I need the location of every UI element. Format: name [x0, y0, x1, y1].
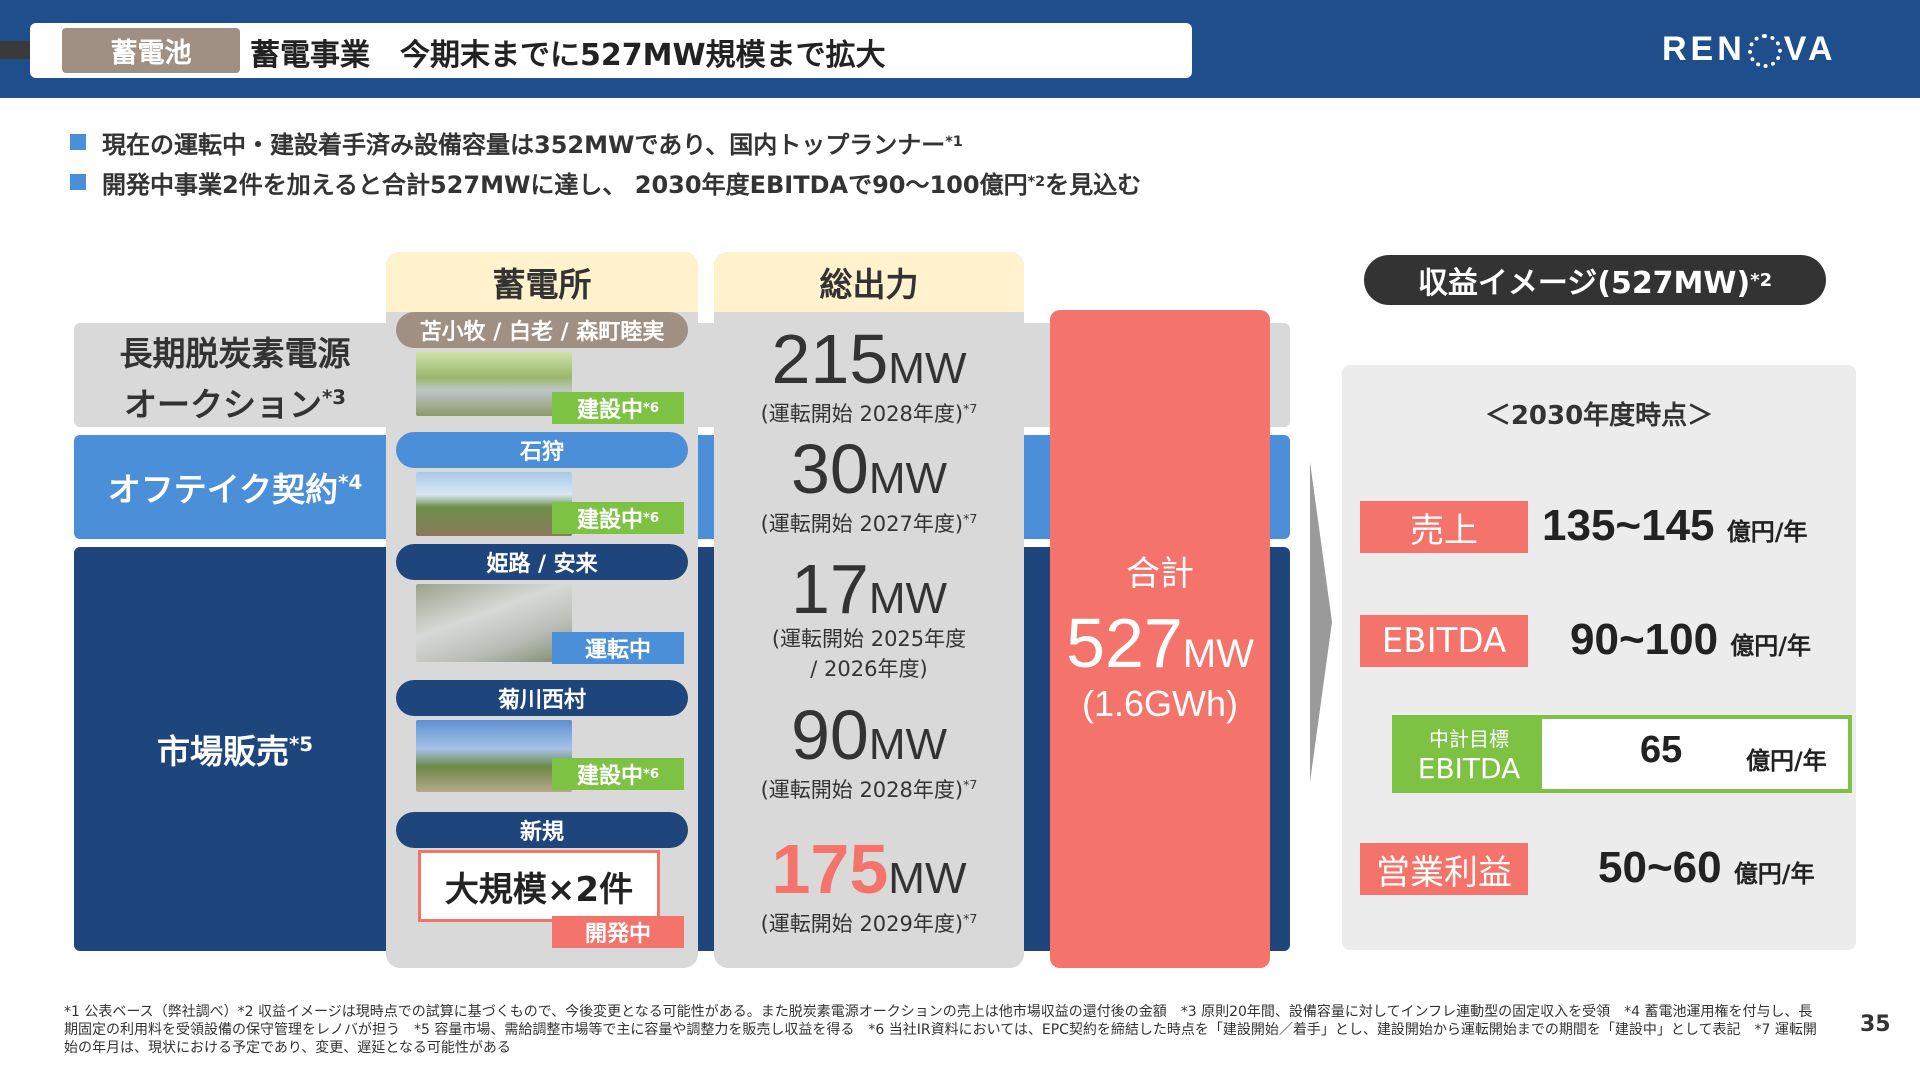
renova-logo: REN VA — [1662, 30, 1837, 69]
value-operating-profit: 50~60 億円/年 — [1598, 843, 1815, 892]
value-ebitda: 90~100 億円/年 — [1570, 615, 1812, 664]
site-name: 姫路 / 安来 — [396, 544, 688, 580]
bullet-item: 開発中事業2件を加えると合計527MWに達し、 2030年度EBITDAで90～… — [70, 162, 1141, 202]
unit-midterm: 億円/年 — [1746, 747, 1827, 775]
value-midterm-ebitda: 65 — [1640, 729, 1683, 771]
status-badge: 開発中 — [552, 916, 684, 948]
site-photo — [416, 472, 572, 536]
header-band: 蓄電池 蓄電事業 今期末までに527MW規模まで拡大 REN VA — [0, 0, 1920, 98]
output-column: 総出力 215MW (運転開始 2028年度)*7 30MW (運転開始 202… — [714, 252, 1024, 968]
status-badge: 建設中 *6 — [552, 758, 684, 790]
sites-column: 蓄電所 苫小牧 / 白老 / 森町睦実 建設中 *6 石狩 建設中 *6 姫路 / … — [386, 252, 698, 968]
site-name: 菊川西村 — [396, 680, 688, 716]
label-market: 市場販売*5 — [156, 732, 314, 771]
output-entry: 175MW (運転開始 2029年度)*7 — [760, 830, 978, 936]
total-value: 527MW — [1066, 604, 1254, 682]
bullet-square-icon — [70, 134, 86, 150]
output-entry: 90MW (運転開始 2028年度)*7 — [760, 696, 978, 802]
status-badge: 建設中 *6 — [552, 392, 684, 424]
page-title: 蓄電事業 今期末までに527MW規模まで拡大 — [250, 38, 886, 73]
output-entry: 215MW (運転開始 2028年度)*7 — [760, 320, 978, 426]
profit-period: ＜2030年度時点＞ — [1484, 401, 1714, 431]
label-ebitda: EBITDA — [1360, 615, 1528, 667]
total-label: 合計 — [1126, 554, 1194, 594]
label-offtake: オフテイク契約*4 — [107, 470, 363, 509]
total-capacity: (1.6GWh) — [1081, 683, 1239, 724]
label-sales: 売上 — [1360, 501, 1528, 553]
bullet-square-icon — [70, 174, 86, 190]
arrow-right-icon — [1310, 462, 1332, 782]
site-name: 苫小牧 / 白老 / 森町睦実 — [396, 312, 688, 348]
total-panel: 合計 527MW (1.6GWh) — [1050, 310, 1270, 968]
site-photo — [416, 720, 572, 792]
sites-header: 蓄電所 — [386, 252, 698, 312]
profit-panel: ＜2030年度時点＞ 売上 135~145 億円/年 EBITDA 90~100… — [1342, 365, 1856, 950]
footnotes: *1 公表ベース（弊社調べ）*2 収益イメージは現時点での試算に基づくもので、今… — [64, 1004, 1817, 1056]
label-operating-profit: 営業利益 — [1360, 843, 1528, 895]
value-sales: 135~145 億円/年 — [1542, 501, 1808, 550]
midterm-target-box: 中計目標 EBITDA 65 億円/年 — [1392, 715, 1852, 793]
output-header: 総出力 — [714, 252, 1024, 312]
profit-title: 収益イメージ(527MW) *2 — [1364, 255, 1826, 305]
summary-bullets: 現在の運転中・建設着手済み設備容量は352MWであり、国内トップランナー *1 開… — [70, 122, 1141, 202]
output-entry: 30MW (運転開始 2027年度)*7 — [760, 430, 978, 536]
new-project-box: 大規模×2件 — [418, 850, 660, 922]
site-photo — [416, 584, 572, 662]
output-entry: 17MW (運転開始 2025年度 / 2026年度) — [771, 550, 967, 681]
status-badge: 建設中 *6 — [552, 502, 684, 534]
status-badge: 運転中 — [552, 632, 684, 664]
site-name: 石狩 — [396, 432, 688, 468]
section-tag: 蓄電池 — [62, 28, 240, 73]
bullet-item: 現在の運転中・建設着手済み設備容量は352MWであり、国内トップランナー *1 — [70, 122, 1141, 162]
sun-icon — [1747, 34, 1782, 69]
page-number: 35 — [1860, 1012, 1891, 1037]
label-auction: 長期脱炭素電源 オークション*3 — [119, 334, 351, 424]
site-name: 新規 — [396, 812, 688, 848]
site-photo — [416, 352, 572, 416]
